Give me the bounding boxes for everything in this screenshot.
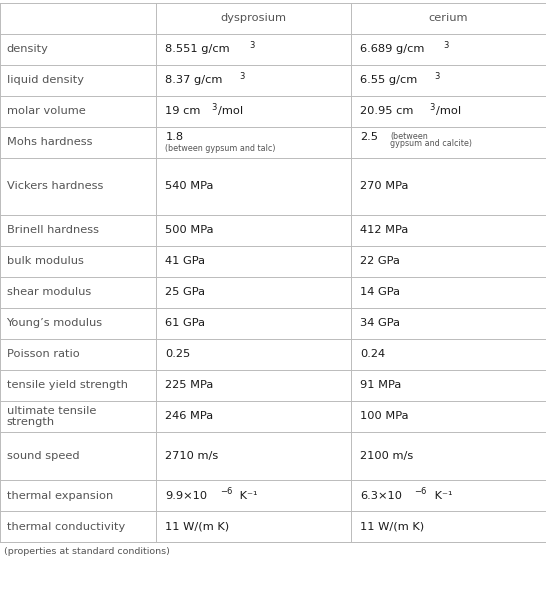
Text: 412 MPa: 412 MPa	[360, 226, 408, 236]
Text: (properties at standard conditions): (properties at standard conditions)	[4, 547, 170, 556]
Text: 3: 3	[240, 71, 245, 81]
Text: (between: (between	[390, 131, 428, 141]
Text: 3: 3	[249, 40, 254, 49]
Text: Brinell hardness: Brinell hardness	[7, 226, 98, 236]
Text: thermal expansion: thermal expansion	[7, 490, 113, 500]
Text: −6: −6	[414, 487, 427, 496]
Text: shear modulus: shear modulus	[7, 287, 91, 298]
Text: Poisson ratio: Poisson ratio	[7, 349, 79, 359]
Text: 2710 m/s: 2710 m/s	[165, 451, 219, 461]
Text: 20.95 cm: 20.95 cm	[360, 107, 414, 117]
Text: 2.5: 2.5	[360, 132, 378, 142]
Text: (between gypsum and talc): (between gypsum and talc)	[165, 143, 276, 152]
Text: 25 GPa: 25 GPa	[165, 287, 205, 298]
Text: 3: 3	[434, 71, 440, 81]
Text: 11 W/(m K): 11 W/(m K)	[165, 522, 229, 531]
Text: cerium: cerium	[429, 14, 468, 23]
Text: liquid density: liquid density	[7, 76, 84, 86]
Text: 6.689 g/cm: 6.689 g/cm	[360, 45, 425, 55]
Text: 540 MPa: 540 MPa	[165, 181, 214, 192]
Text: 9.9×10: 9.9×10	[165, 490, 207, 500]
Text: 14 GPa: 14 GPa	[360, 287, 400, 298]
Text: 246 MPa: 246 MPa	[165, 411, 213, 421]
Text: 41 GPa: 41 GPa	[165, 256, 205, 267]
Text: bulk modulus: bulk modulus	[7, 256, 84, 267]
Text: 22 GPa: 22 GPa	[360, 256, 400, 267]
Text: gypsum and calcite): gypsum and calcite)	[390, 139, 472, 148]
Text: 91 MPa: 91 MPa	[360, 380, 402, 390]
Text: K⁻¹: K⁻¹	[431, 490, 452, 500]
Text: 3: 3	[211, 103, 216, 112]
Text: Vickers hardness: Vickers hardness	[7, 181, 103, 192]
Text: 8.551 g/cm: 8.551 g/cm	[165, 45, 230, 55]
Text: /mol: /mol	[436, 107, 461, 117]
Text: 6.3×10: 6.3×10	[360, 490, 402, 500]
Text: /mol: /mol	[218, 107, 243, 117]
Text: 34 GPa: 34 GPa	[360, 318, 400, 328]
Text: 225 MPa: 225 MPa	[165, 380, 213, 390]
Text: density: density	[7, 45, 49, 55]
Text: 500 MPa: 500 MPa	[165, 226, 214, 236]
Text: tensile yield strength: tensile yield strength	[7, 380, 128, 390]
Text: dysprosium: dysprosium	[220, 14, 286, 23]
Text: ultimate tensile
strength: ultimate tensile strength	[7, 406, 96, 427]
Text: sound speed: sound speed	[7, 451, 79, 461]
Text: 1.8: 1.8	[165, 132, 183, 142]
Text: Young’s modulus: Young’s modulus	[7, 318, 103, 328]
Text: molar volume: molar volume	[7, 107, 85, 117]
Text: 11 W/(m K): 11 W/(m K)	[360, 522, 424, 531]
Text: 0.24: 0.24	[360, 349, 385, 359]
Text: 19 cm: 19 cm	[165, 107, 201, 117]
Text: thermal conductivity: thermal conductivity	[7, 522, 125, 531]
Text: 61 GPa: 61 GPa	[165, 318, 205, 328]
Text: Mohs hardness: Mohs hardness	[7, 137, 92, 148]
Text: 8.37 g/cm: 8.37 g/cm	[165, 76, 223, 86]
Text: 2100 m/s: 2100 m/s	[360, 451, 414, 461]
Text: 3: 3	[429, 103, 435, 112]
Text: K⁻¹: K⁻¹	[236, 490, 257, 500]
Text: 0.25: 0.25	[165, 349, 191, 359]
Text: 100 MPa: 100 MPa	[360, 411, 409, 421]
Text: −6: −6	[220, 487, 232, 496]
Text: 6.55 g/cm: 6.55 g/cm	[360, 76, 418, 86]
Text: 270 MPa: 270 MPa	[360, 181, 409, 192]
Text: 3: 3	[443, 40, 449, 49]
